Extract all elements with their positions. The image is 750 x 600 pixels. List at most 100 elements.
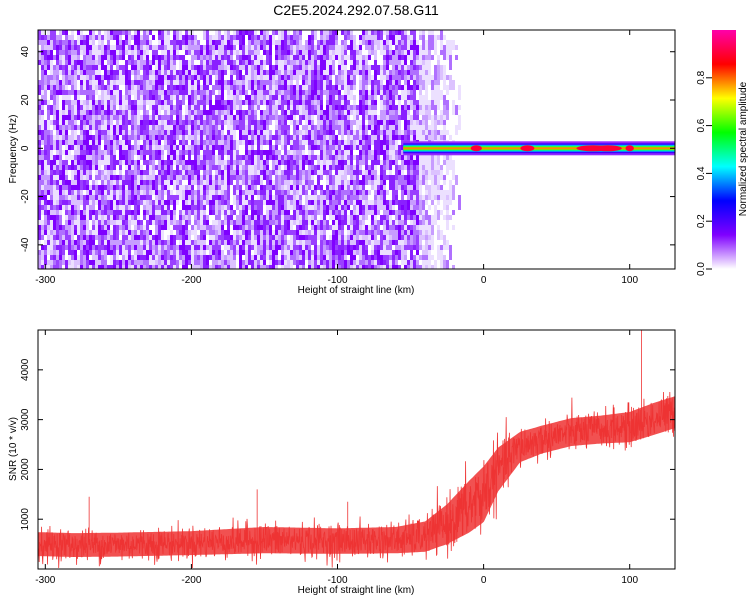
spectrogram-cell: [227, 65, 230, 70]
spectrogram-cell: [371, 90, 374, 95]
spectrogram-cell: [140, 265, 143, 269]
spectrogram-cell: [419, 165, 422, 170]
spectrogram-cell: [434, 150, 437, 165]
spectrogram-cell: [149, 60, 152, 65]
spectrogram-cell: [152, 80, 155, 85]
spectrogram-cell: [104, 205, 107, 220]
spectrogram-cell: [410, 155, 413, 160]
spectrogram-cell: [317, 205, 320, 210]
spectrogram-cell: [212, 250, 215, 255]
spectrogram-cell: [203, 135, 206, 140]
spectrogram-cell: [350, 145, 353, 150]
spectrogram-cell: [68, 215, 71, 220]
spectrogram-cell: [224, 115, 227, 120]
spectrogram-cell: [53, 240, 56, 245]
spectrogram-cell: [254, 90, 257, 95]
spectrogram-cell: [344, 205, 347, 210]
spectrogram-cell: [38, 85, 41, 95]
spectrogram-cell: [314, 155, 317, 160]
spectrogram-cell: [83, 215, 86, 220]
spectrogram-cell: [392, 65, 395, 70]
spectrogram-cell: [332, 60, 335, 75]
spectrogram-cell: [353, 140, 356, 150]
spectrogram-cell: [167, 155, 170, 160]
spectrogram-cell: [272, 70, 275, 75]
spectrogram-cell: [305, 250, 308, 260]
spectrogram-cell: [191, 135, 194, 140]
spectrogram-cell: [374, 225, 377, 230]
spectrogram-cell: [125, 215, 128, 220]
spectrogram-cell: [368, 255, 371, 265]
spectrogram-cell: [437, 75, 440, 85]
spectrogram-cell: [119, 170, 122, 175]
spectrogram-cell: [167, 180, 170, 195]
spectrogram-cell: [176, 195, 179, 200]
spectrogram-cell: [197, 250, 200, 255]
spectrogram-cell: [407, 175, 410, 190]
spectrogram-cell: [194, 35, 197, 40]
spectrogram-cell: [104, 165, 107, 170]
spectrogram-cell: [284, 135, 287, 145]
spectrogram-cell: [371, 185, 374, 190]
spectrogram-cell: [281, 60, 284, 65]
spectrogram-cell: [68, 150, 71, 160]
spectrogram-cell: [365, 65, 368, 70]
spectrogram-cell: [413, 245, 416, 250]
spectrogram-cell: [362, 140, 365, 145]
spectrogram-cell: [212, 85, 215, 95]
spectrogram-cell: [419, 265, 422, 269]
spectrogram-cell: [176, 125, 179, 135]
spectrogram-cell: [389, 60, 392, 65]
spectrogram-cell: [215, 55, 218, 70]
spectrogram-cell: [251, 115, 254, 120]
spectrogram-cell: [257, 60, 260, 65]
spectrogram-cell: [443, 70, 446, 75]
spectrogram-cell: [65, 60, 68, 65]
spectrogram-cell: [410, 50, 413, 65]
spectrogram-cell: [50, 160, 53, 175]
spectrogram-cell: [368, 100, 371, 105]
spectrogram-cell: [320, 165, 323, 180]
spectrogram-cell: [197, 145, 200, 150]
spectrogram-cell: [53, 155, 56, 160]
spectrogram-cell: [122, 195, 125, 200]
spectrogram-cell: [377, 70, 380, 75]
spectrogram-cell: [245, 150, 248, 155]
spectrogram-cell: [419, 125, 422, 135]
spectrogram-cell: [209, 225, 212, 235]
spectrogram-cell: [53, 140, 56, 150]
spectrogram-cell: [218, 220, 221, 235]
spectrogram-cell: [188, 50, 191, 55]
spectrogram-cell: [89, 50, 92, 65]
spectrogram-cell: [131, 220, 134, 225]
spectrogram-cell: [65, 75, 68, 90]
spectrogram-cell: [131, 235, 134, 250]
spectrogram-cell: [356, 205, 359, 220]
spectrogram-cell: [353, 155, 356, 160]
spectrogram-cell: [416, 260, 419, 269]
spectrogram-cell: [362, 65, 365, 70]
spectrogram-cell: [185, 170, 188, 175]
spectrogram-cell: [62, 30, 65, 35]
spectrogram-cell: [440, 40, 443, 50]
spectrogram-cell: [233, 90, 236, 95]
spectrogram-cell: [290, 185, 293, 190]
spectrogram-cell: [149, 100, 152, 110]
spectrogram-cell: [380, 190, 383, 195]
spectrogram-cell: [179, 225, 182, 230]
spectrogram-cell: [128, 120, 131, 125]
spectrogram-cell: [104, 265, 107, 269]
spectrogram-cell: [263, 200, 266, 205]
spectrogram-cell: [257, 260, 260, 265]
spectrogram-cell: [80, 120, 83, 130]
spectrogram-cell: [47, 85, 50, 90]
spectrogram-cell: [350, 55, 353, 60]
spectrogram-cell: [131, 260, 134, 269]
spectrogram-cell: [104, 250, 107, 265]
spectrogram-cell: [197, 180, 200, 185]
spectrogram-cell: [293, 205, 296, 210]
spectrogram-cell: [65, 50, 68, 65]
spectrogram-cell: [158, 185, 161, 190]
spectrogram-cell: [44, 120, 47, 135]
spectrogram-cell: [62, 90, 65, 95]
